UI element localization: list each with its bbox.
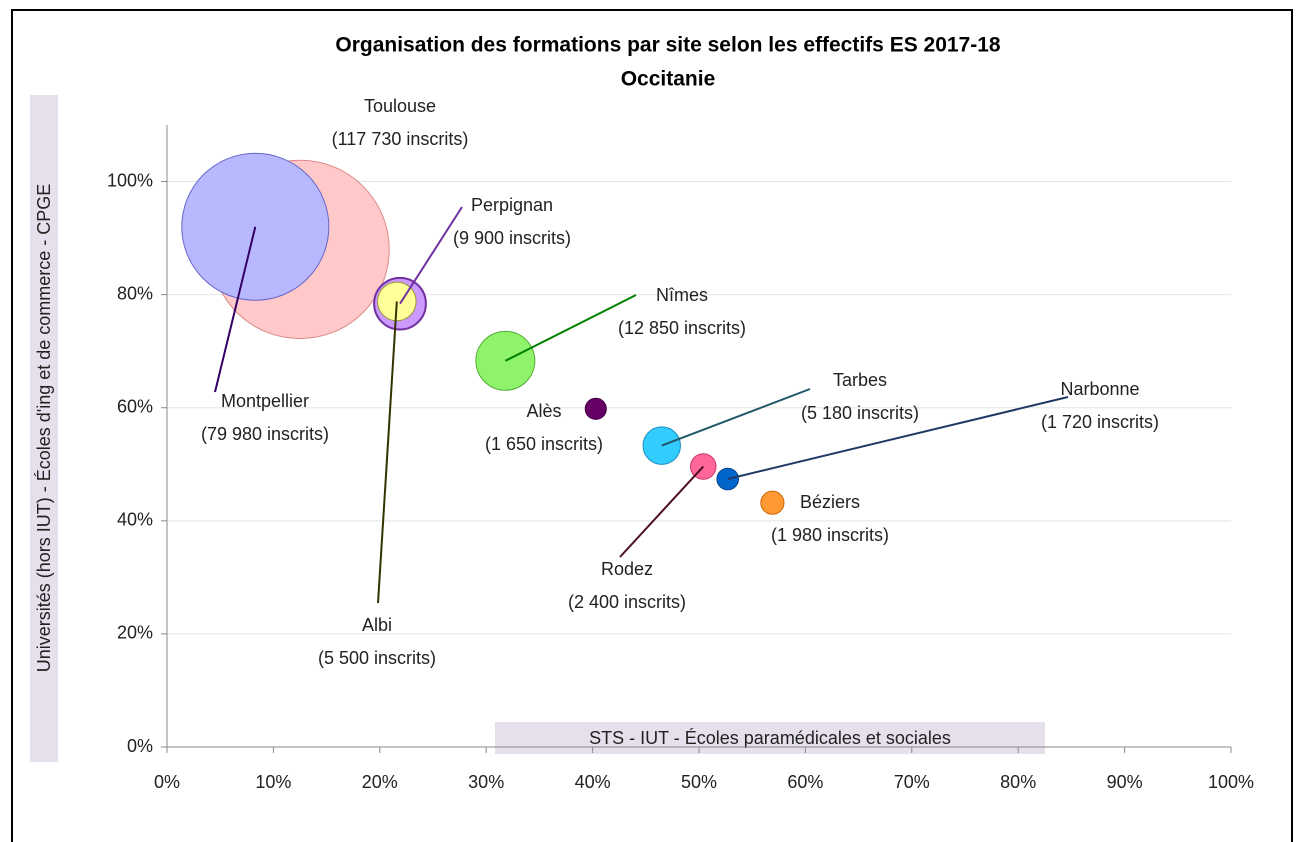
point-name: Toulouse (364, 96, 436, 116)
point-size-label: (12 850 inscrits) (618, 318, 746, 338)
x-label-box (495, 722, 1045, 754)
x-tick-label: 0% (154, 772, 180, 792)
y-axis-title: Universités (hors IUT) - Écoles d'ing et… (34, 184, 54, 673)
point-name: Nîmes (656, 285, 708, 305)
y-label-box (30, 95, 58, 762)
y-tick-label: 100% (107, 170, 153, 190)
point-size-label: (1 650 inscrits) (485, 434, 603, 454)
point-name: Albi (362, 615, 392, 635)
leader-line (619, 465, 704, 558)
point-name: Tarbes (833, 370, 887, 390)
x-tick-label: 60% (787, 772, 823, 792)
point-size-label: (9 900 inscrits) (453, 228, 571, 248)
y-tick-label: 0% (127, 736, 153, 756)
x-tick-label: 90% (1107, 772, 1143, 792)
chart-subtitle: Occitanie (621, 68, 716, 91)
x-tick-label: 100% (1208, 772, 1254, 792)
leader-line (399, 206, 463, 305)
x-tick-label: 70% (894, 772, 930, 792)
x-tick-label: 30% (468, 772, 504, 792)
x-tick-label: 50% (681, 772, 717, 792)
point-size-label: (1 980 inscrits) (771, 525, 889, 545)
point-name: Narbonne (1060, 379, 1139, 399)
point-size-label: (5 500 inscrits) (318, 648, 436, 668)
point-size-label: (79 980 inscrits) (201, 424, 329, 444)
x-axis-title: STS - IUT - Écoles paramédicales et soci… (589, 728, 951, 748)
x-tick-label: 40% (575, 772, 611, 792)
frame (11, 9, 1293, 842)
point-name: Montpellier (221, 391, 309, 411)
leader-line (214, 226, 257, 393)
point-size-label: (2 400 inscrits) (568, 592, 686, 612)
y-tick-label: 40% (117, 510, 153, 530)
point-name: Rodez (601, 559, 653, 579)
x-tick-label: 10% (255, 772, 291, 792)
chart-title: Organisation des formations par site sel… (335, 34, 1001, 57)
x-tick-label: 80% (1000, 772, 1036, 792)
bubble (181, 152, 330, 301)
y-tick-label: 60% (117, 396, 153, 416)
leader-line (377, 301, 398, 604)
x-tick-label: 20% (362, 772, 398, 792)
leader-line (504, 294, 637, 362)
point-size-label: (117 730 inscrits) (332, 129, 469, 149)
leader-line (661, 388, 811, 447)
point-size-label: (1 720 inscrits) (1041, 412, 1159, 432)
point-name: Alès (526, 401, 561, 421)
point-name: Béziers (800, 492, 860, 512)
point-size-label: (5 180 inscrits) (801, 403, 919, 423)
bubble (760, 490, 785, 515)
y-tick-label: 20% (117, 623, 153, 643)
bubble (584, 397, 607, 420)
point-name: Perpignan (471, 195, 553, 215)
y-tick-label: 80% (117, 283, 153, 303)
leader-line (727, 396, 1069, 480)
